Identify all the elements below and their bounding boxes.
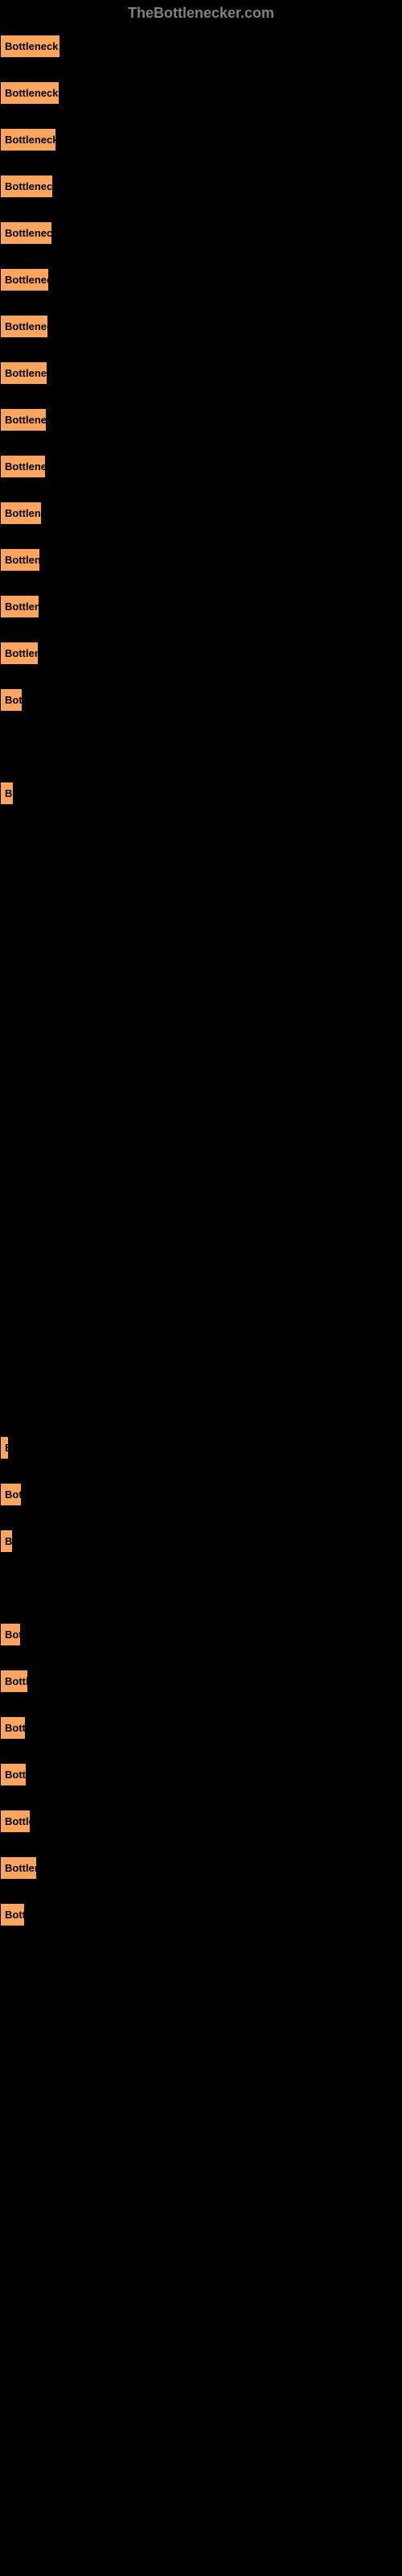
bar: Bo [0, 782, 14, 805]
bar-label: Bottleneck [5, 274, 49, 286]
bar: Bottlenec [0, 502, 42, 525]
bar-label: Bottleneck [5, 320, 48, 332]
bar: Bottlene [0, 1856, 37, 1880]
bar-label: Bottlenec [5, 507, 42, 519]
bar-label: Bott [5, 1629, 21, 1641]
bar: Bottl [0, 688, 23, 712]
bar: Bo [0, 1530, 13, 1553]
bar: Bottleneck r [0, 128, 56, 151]
bar-label: Bottlenec [5, 554, 40, 566]
bar-label: Bottleneck [5, 180, 53, 192]
bar: Bottleneck [0, 315, 48, 338]
bar-label: Bottlene [5, 1862, 37, 1874]
bar-row: Bottlenec [0, 595, 402, 618]
bar-label: Bottlenec [5, 601, 39, 613]
bar: Bottleneck [0, 408, 47, 431]
bar-label: Bottl [5, 694, 23, 706]
bar-row: Bott [0, 1623, 402, 1646]
bar-row: Bottlen [0, 1810, 402, 1833]
bar: Bott [0, 1623, 21, 1646]
bar: Bottl [0, 1903, 25, 1926]
bar-row: Bottleneck [0, 408, 402, 431]
bar-row: Bottleneck [0, 455, 402, 478]
bar: Bottleneck [0, 175, 53, 198]
bar-label: Bo [5, 787, 14, 799]
bar-row: Bottl [0, 1903, 402, 1926]
bar-label: Bottleneck re [5, 87, 59, 99]
bar: Bottle [0, 1670, 28, 1693]
bar: Bottlenec [0, 548, 40, 572]
bar: Bottle [0, 1763, 27, 1786]
site-name: TheBottlenecker.com [128, 5, 274, 21]
bar: Bottlen [0, 1810, 31, 1833]
bar-row: Bottleneck re [0, 81, 402, 105]
bar-row: Bottle [0, 1763, 402, 1786]
bar-row: Bottleneck re [0, 35, 402, 58]
bar-row: Bottle [0, 1716, 402, 1740]
bar-row: Bottleneck [0, 221, 402, 245]
bar-row: Bottleneck [0, 315, 402, 338]
bar-row: Bottlenec [0, 642, 402, 665]
bar-label: Bottlen [5, 1815, 31, 1827]
bar: Bottleneck [0, 361, 47, 385]
bar: Bottlenec [0, 642, 39, 665]
bar-row: Bo [0, 782, 402, 805]
bar-row: Bottl [0, 688, 402, 712]
bar-row: Bottl [0, 1483, 402, 1506]
bar-label: Bottle [5, 1769, 27, 1781]
bar: Bottl [0, 1483, 22, 1506]
bar-row: Bottlenec [0, 502, 402, 525]
bar-label: Bottleneck [5, 414, 47, 426]
bar-row: Bottleneck [0, 268, 402, 291]
bar-label: Bottl [5, 1909, 25, 1921]
bar-row: Bottleneck [0, 361, 402, 385]
bar: Bottleneck [0, 455, 46, 478]
bar-label: B [5, 1442, 9, 1454]
bar-label: Bottleneck [5, 227, 52, 239]
bar-row: Bottlenec [0, 548, 402, 572]
bar-row: Bottleneck r [0, 128, 402, 151]
bar-row: B [0, 1436, 402, 1459]
bar: B [0, 1436, 9, 1459]
bar-label: Bottlenec [5, 647, 39, 659]
bar: Bottle [0, 1716, 26, 1740]
bar-row: Bottlene [0, 1856, 402, 1880]
bar: Bottleneck [0, 268, 49, 291]
header: TheBottlenecker.com [0, 0, 402, 27]
bar: Bottleneck re [0, 81, 59, 105]
bar-label: Bo [5, 1535, 13, 1547]
bar-label: Bottle [5, 1675, 28, 1687]
bar: Bottleneck re [0, 35, 60, 58]
bar: Bottlenec [0, 595, 39, 618]
bar-label: Bottleneck [5, 460, 46, 473]
bar-row: Bottleneck [0, 175, 402, 198]
bar-label: Bottleneck r [5, 134, 56, 146]
bar-label: Bottl [5, 1488, 22, 1501]
bar-label: Bottle [5, 1722, 26, 1734]
bar-label: Bottleneck [5, 367, 47, 379]
bar: Bottleneck [0, 221, 52, 245]
bar-row: Bottle [0, 1670, 402, 1693]
bar-row: Bo [0, 1530, 402, 1553]
bar-chart: Bottleneck re Bottleneck re Bottleneck r Bo… [0, 27, 402, 1926]
bar-label: Bottleneck re [5, 40, 60, 52]
